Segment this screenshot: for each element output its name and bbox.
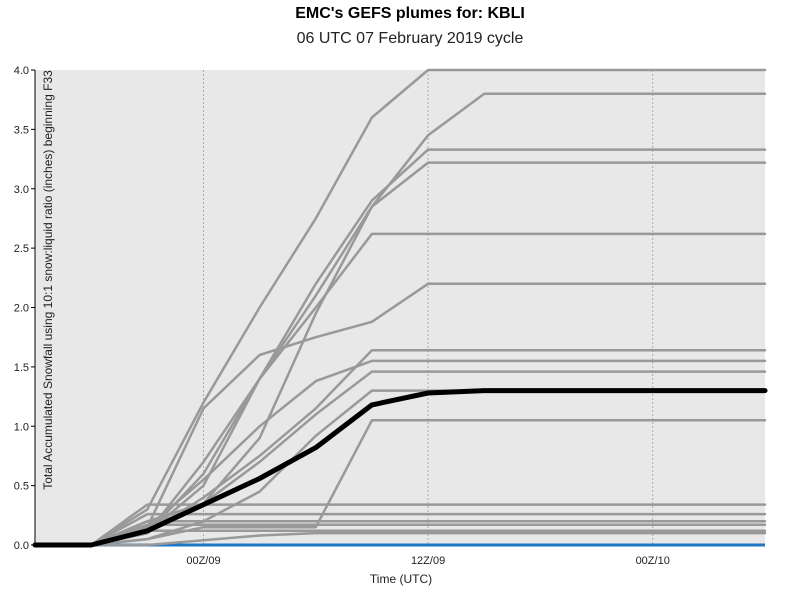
y-tick-label: 0.5 xyxy=(14,481,29,493)
plot-background xyxy=(35,70,765,545)
member-line-17 xyxy=(33,531,767,547)
y-tick-label: 0.0 xyxy=(14,540,29,552)
member-line-11 xyxy=(33,419,767,547)
y-tick-label: 1.5 xyxy=(14,362,29,374)
member-line-12 xyxy=(33,503,767,547)
grid-lines xyxy=(202,70,654,545)
y-tick-label: 4.0 xyxy=(14,65,29,77)
axes: 0.0 0.5 1.0 1.5 2.0 2.5 3.0 3.5 4.0 00Z/09 12Z/09 0… xyxy=(14,65,670,567)
y-tick-label: 1.0 xyxy=(14,421,29,433)
y-tick-label: 3.0 xyxy=(14,184,29,196)
y-axis-label: Total Accumulated Snowfall using 10:1 sn… xyxy=(41,70,55,490)
x-tick-label: 12Z/09 xyxy=(411,555,445,567)
x-axis-label: Time (UTC) xyxy=(370,572,432,586)
ensemble-mean-line xyxy=(32,388,768,548)
member-line-1 xyxy=(33,68,767,547)
x-tick-label: 00Z/09 xyxy=(186,555,220,567)
member-line-13 xyxy=(33,512,767,547)
x-tick-label: 00Z/10 xyxy=(636,555,670,567)
chart-subtitle: 06 UTC 07 February 2019 cycle xyxy=(296,30,524,47)
y-tick-label: 2.5 xyxy=(14,243,29,255)
y-tick-label: 3.5 xyxy=(14,124,29,136)
y-tick-label: 2.0 xyxy=(14,303,29,315)
series-layer xyxy=(32,68,768,548)
chart-title: EMC's GEFS plumes for: KBLI xyxy=(295,5,525,22)
